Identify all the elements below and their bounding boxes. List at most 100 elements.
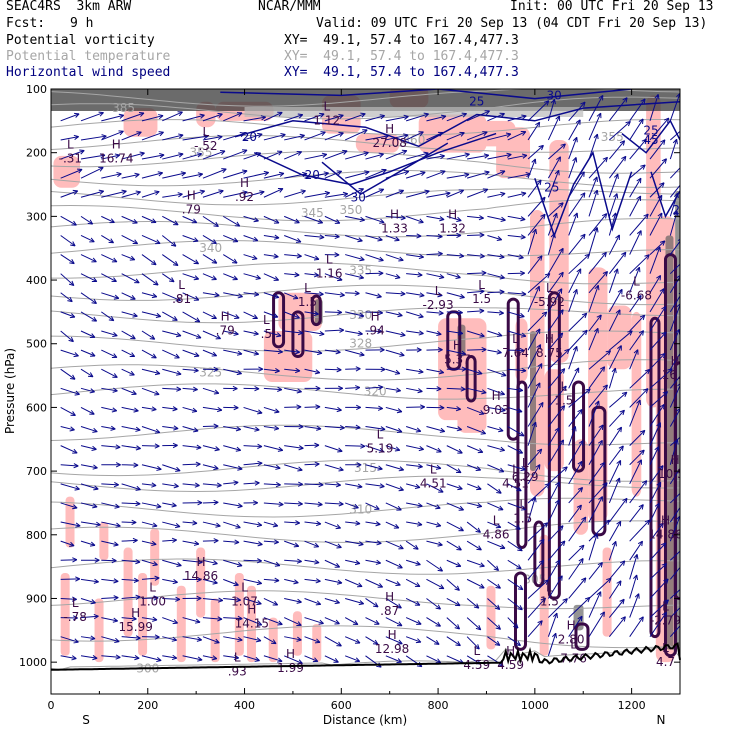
wind-vector [161,235,177,247]
wind-vector [121,445,141,451]
wind-vector-shaft [507,292,527,295]
wind-speed-contour-label: 20 [242,130,257,144]
wind-vector [426,170,446,179]
wind-vector-shaft [223,149,248,160]
wind-vector-head [321,152,328,158]
theta-contour-line [51,89,680,107]
wind-vector [345,502,359,509]
wind-vector-shaft [365,445,384,453]
wind-vector-shaft [588,112,602,141]
wind-vector [629,399,641,427]
wind-vector [223,149,248,160]
wind-vector-shaft [588,176,598,198]
wind-vector-head [559,368,566,374]
wind-vector [466,170,490,179]
pv-fill-streak [65,496,75,548]
wind-vector [101,557,117,564]
pv-extremum-type: H [492,389,501,403]
wind-vector [60,368,76,380]
wind-vector-head [639,449,645,456]
wind-vector [568,440,584,465]
wind-vector-shaft [284,540,299,547]
wind-vector [60,483,80,491]
wind-vector-head [474,644,480,650]
wind-vector [385,483,404,492]
wind-vector-head [196,152,203,158]
wind-vector-head [458,526,464,532]
wind-vector-shaft [629,388,649,408]
wind-vector [629,213,649,236]
wind-vector-shaft [547,405,566,427]
wind-vector-head [193,275,200,281]
wind-vector-shaft [446,636,461,647]
wind-vector [243,500,258,506]
theta-contour-line [51,218,680,238]
wind-vector [223,559,243,568]
wind-vector-head [437,251,443,257]
wind-vector-shaft [669,436,680,447]
pv-extremum-value: 14.15 [235,617,269,631]
wind-vector-shaft [60,655,77,660]
wind-vector [304,112,325,122]
wind-vector-shaft [629,118,644,141]
wind-vector-head [517,407,523,414]
wind-vector-shaft [263,540,279,543]
wind-vector [385,368,401,375]
wind-vector [101,595,119,601]
wind-vector-shaft [568,289,578,313]
wind-vector-shaft [344,617,359,625]
theta-contour-label: 325 [199,365,222,379]
wind-vector [426,655,442,664]
wind-vector-shaft [527,158,536,179]
wind-vector [284,330,304,336]
wind-vector-shaft [527,328,541,351]
wind-vector-shaft [608,309,621,332]
wind-vector-shaft [324,540,342,549]
wind-vector [406,404,425,410]
wind-vector-shaft [365,169,387,179]
wind-vector [80,483,99,491]
wind-vector-shaft [527,121,541,141]
wind-vector [141,131,164,141]
wind-vector [405,215,424,224]
wind-vector [406,347,422,353]
wind-vector-head [233,330,239,336]
wind-vector-head [435,522,442,528]
wind-vector-shaft [446,311,463,314]
wind-vector-head [479,253,485,259]
wind-vector-head [396,621,403,627]
wind-vector-head [256,521,263,528]
wind-vector [568,408,583,427]
wind-vector [182,461,201,467]
wind-vector-shaft [507,154,528,160]
wind-vector-shaft [649,542,667,561]
wind-vector-head [338,113,344,119]
wind-vector [365,270,384,276]
wind-vector [202,406,223,413]
wind-vector-head [95,521,101,527]
wind-vector-head [213,465,219,471]
wind-vector [446,172,470,179]
y-tick-label: 200 [26,147,47,160]
wind-vector-shaft [365,540,382,544]
wind-vector-shaft [162,172,186,179]
wind-vector [446,131,465,141]
wind-speed-contour-label: 45 [643,133,658,147]
wind-vector-shaft [406,273,423,276]
wind-vector-shaft [365,598,379,608]
wind-vector [527,496,537,523]
pv-extremum-value: 4.51 [420,476,447,490]
wind-vector-shaft [121,330,136,340]
wind-vector-shaft [588,577,612,599]
wind-vector-head [476,502,483,509]
wind-vector-head [212,560,218,566]
wind-vector [527,597,546,618]
wind-vector-shaft [223,273,238,280]
wind-vector [385,598,402,609]
wind-vector-shaft [324,114,344,122]
theta-contour-label: 360 [402,133,425,147]
wind-vector-shaft [162,578,178,583]
wind-vector [608,560,626,580]
wind-vector-head [516,486,522,492]
wind-vector-head [72,615,78,621]
